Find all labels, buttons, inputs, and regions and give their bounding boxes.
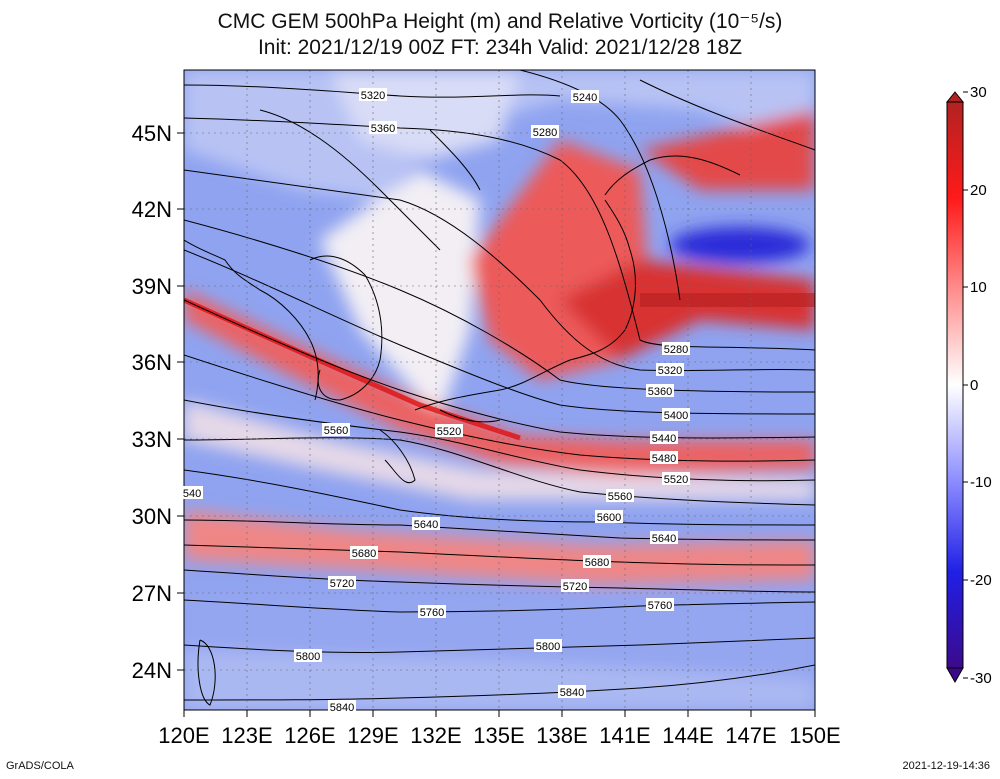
contour-label: 5640 [652,533,676,545]
colorbar-tick-label: -30 [970,670,992,687]
map-title-line2: Init: 2021/12/19 00Z FT: 234h Valid: 202… [257,36,743,59]
contour-label: 5600 [597,512,621,524]
y-tick-label: 27N [132,581,172,606]
footer-timestamp: 2021-12-19-14:36 [902,760,990,772]
axis-ticks [177,132,816,717]
contour-label: 5520 [437,426,461,438]
y-tick-label: 24N [132,658,172,683]
footer-credit: GrADS/COLA [6,760,74,772]
contour-labels: 5320 5240 5360 5280 5280 5320 5360 5400 … [183,88,690,714]
contour-label: 5800 [536,641,560,653]
x-tick-label: 126E [284,723,335,748]
contour-label: 5840 [330,702,354,714]
contour-label: 5360 [371,123,395,135]
contour-label: 5320 [658,365,682,377]
contour-label: 5720 [330,578,354,590]
contour-label: 5560 [324,425,348,437]
x-tick-label: 138E [536,723,587,748]
contour-label: 5360 [648,386,672,398]
y-tick-label: 33N [132,427,172,452]
contour-label: 5240 [573,92,597,104]
contour-label: 5800 [296,651,320,663]
x-tick-label: 123E [221,723,272,748]
contour-label: 5440 [652,433,676,445]
x-tick-label: 147E [725,723,776,748]
contour-label: 5720 [563,581,587,593]
colorbar: 30 20 10 0 -10 -20 -30 [945,84,992,687]
contour-label: 5400 [664,410,688,422]
y-tick-label: 39N [132,274,172,299]
colorbar-tick-label: 0 [970,377,978,394]
contour-label: 5560 [608,491,632,503]
y-tick-label: 36N [132,350,172,375]
contour-label: 540 [183,488,201,500]
x-tick-label: 144E [662,723,713,748]
colorbar-tick-label: 30 [970,84,987,101]
contour-label: 5680 [352,548,376,560]
y-tick-label: 42N [132,197,172,222]
colorbar-tick-label: 10 [970,279,987,296]
contour-label: 5840 [560,687,584,699]
y-tick-label: 45N [132,121,172,146]
contour-label: 5640 [414,519,438,531]
colorbar-tick-label: 20 [970,182,987,199]
lat-lon-grid [184,70,815,710]
x-tick-label: 135E [473,723,524,748]
x-tick-label: 150E [789,723,840,748]
contour-label: 5760 [420,607,444,619]
contour-label: 5280 [533,127,557,139]
x-tick-label: 120E [158,723,209,748]
x-tick-label: 141E [599,723,650,748]
x-tick-label: 132E [410,723,461,748]
contour-label: 5520 [664,474,688,486]
colorbar-tick-label: -20 [970,572,992,589]
contour-label: 5480 [652,453,676,465]
contour-label: 5760 [648,600,672,612]
colorbar-tick-label: -10 [970,474,992,491]
contour-label: 5320 [361,90,385,102]
map-title-line1: CMC GEM 500hPa Height (m) and Relative V… [217,10,783,33]
y-tick-label: 30N [132,504,172,529]
x-tick-label: 129E [347,723,398,748]
coastlines [184,109,741,706]
contour-label: 5280 [664,344,688,356]
contour-label: 5680 [585,557,609,569]
